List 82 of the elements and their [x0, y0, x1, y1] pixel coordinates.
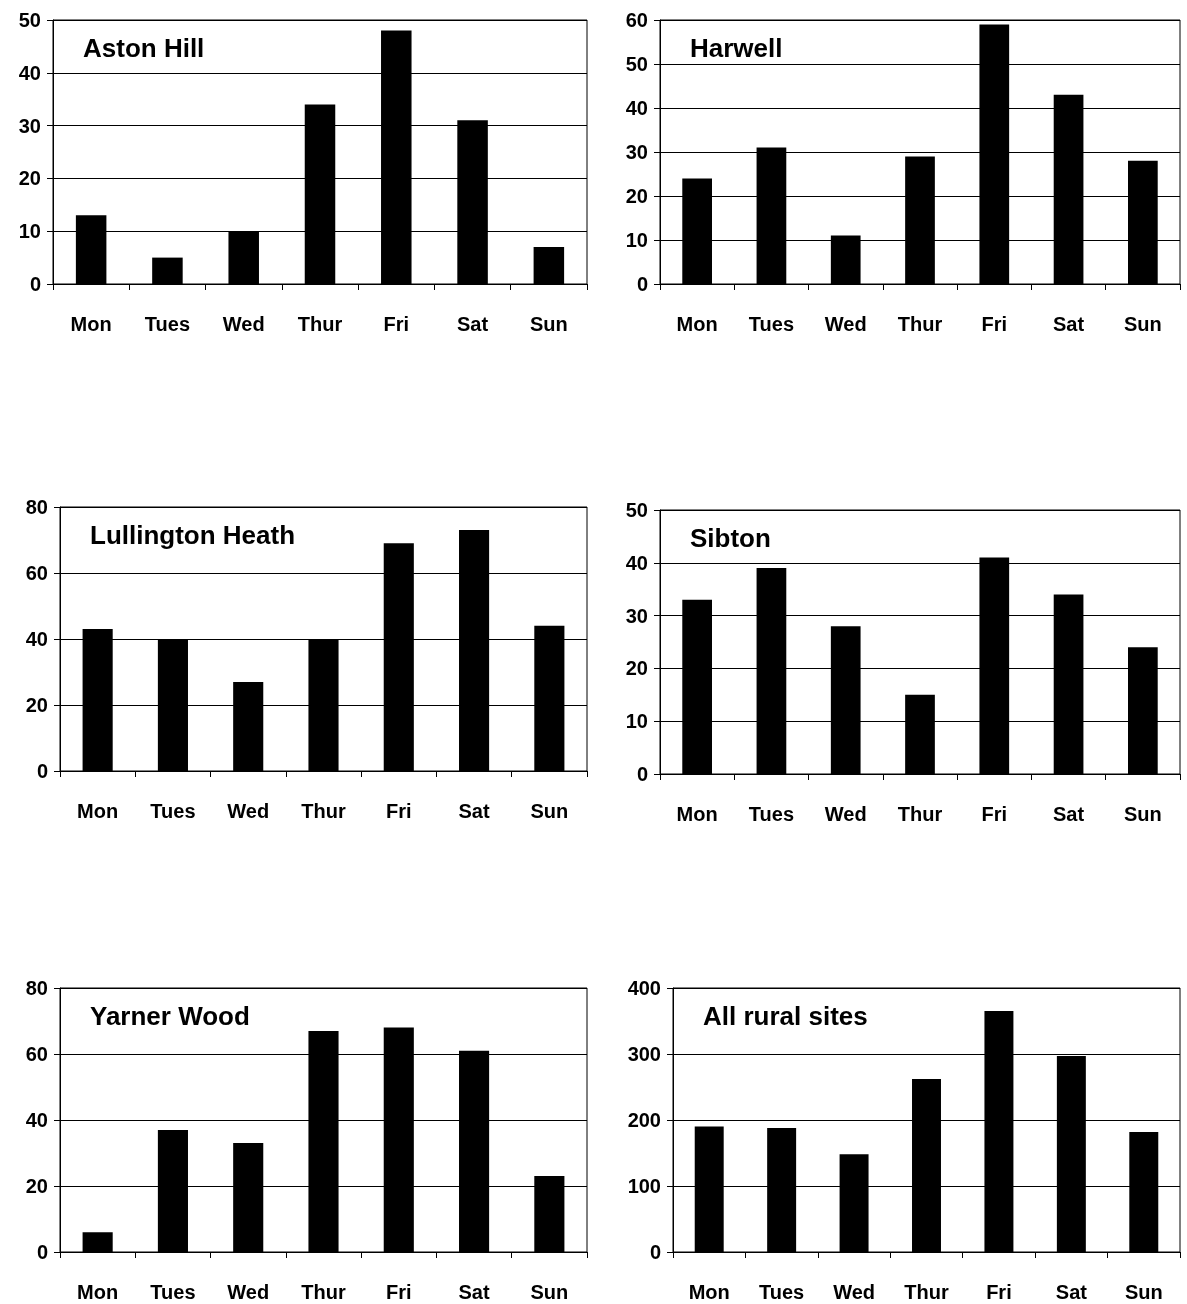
y-tick-label: 40 — [625, 551, 648, 574]
y-tick-label: 40 — [25, 628, 48, 650]
y-tick-label: 0 — [36, 1241, 48, 1263]
x-tick-label: Fri — [981, 313, 1008, 335]
y-tick-label: 30 — [18, 114, 41, 137]
x-tick-label: Sun — [1124, 1281, 1163, 1303]
x-tick-label: Wed — [833, 1281, 875, 1303]
y-tick-label: 40 — [625, 97, 648, 119]
x-tick-label: Mon — [676, 313, 718, 335]
x-tick-label: Tues — [759, 1281, 805, 1303]
x-tick-label: Thur — [297, 313, 343, 335]
text: Aston Hill — [83, 33, 205, 63]
y-tick-label: 10 — [625, 229, 648, 251]
x-tick-label: Sun — [529, 313, 568, 335]
text: All rural sites — [703, 1001, 868, 1031]
y-tick-label: 20 — [18, 167, 41, 190]
x-tick-label: Sat — [458, 1281, 490, 1303]
x-tick-label: Mon — [77, 800, 119, 822]
x-tick-label: Sat — [1055, 1281, 1088, 1303]
x-tick-label: Sat — [1053, 803, 1085, 825]
y-tick-label: 50 — [625, 499, 648, 521]
x-tick-label: Fri — [981, 803, 1008, 825]
x-tick-label: Mon — [676, 803, 718, 825]
x-tick-label: Tues — [150, 800, 196, 822]
y-tick-label: 10 — [625, 710, 648, 733]
y-tick-label: 80 — [25, 496, 48, 518]
y-tick-label: 50 — [625, 53, 648, 75]
text: Harwell — [690, 33, 783, 63]
y-tick-label: 0 — [636, 763, 648, 785]
y-tick-label: 20 — [25, 694, 48, 716]
y-tick-label: 0 — [649, 1241, 661, 1263]
x-tick-label: Sat — [458, 800, 490, 822]
y-tick-label: 0 — [36, 760, 48, 782]
y-tick-label: 40 — [18, 61, 41, 84]
y-tick-label: 200 — [627, 1109, 661, 1131]
x-tick-label: Wed — [227, 1281, 270, 1303]
y-tick-label: 80 — [25, 977, 48, 999]
x-tick-label: Fri — [383, 313, 410, 335]
x-tick-label: Sun — [530, 800, 569, 822]
x-tick-label: Thur — [301, 800, 346, 822]
x-tick-label: Tues — [748, 803, 795, 825]
x-tick-label: Sun — [530, 1281, 569, 1303]
x-tick-label: Tues — [144, 313, 191, 335]
y-tick-label: 100 — [627, 1175, 661, 1197]
y-tick-label: 10 — [18, 220, 41, 243]
x-tick-label: Wed — [222, 313, 265, 335]
y-tick-label: 0 — [636, 273, 648, 295]
text: Yarner Wood — [90, 1001, 250, 1031]
y-tick-label: 40 — [25, 1109, 48, 1131]
text: Lullington Heath — [90, 520, 296, 550]
y-tick-label: 30 — [625, 604, 648, 627]
y-tick-label: 30 — [625, 141, 648, 163]
x-tick-label: Tues — [150, 1281, 196, 1303]
x-tick-label: Thur — [301, 1281, 346, 1303]
x-tick-label: Mon — [688, 1281, 730, 1303]
x-tick-label: Tues — [748, 313, 795, 335]
y-tick-label: 60 — [25, 1043, 48, 1065]
x-tick-label: Wed — [824, 313, 867, 335]
y-tick-label: 20 — [625, 657, 648, 680]
y-tick-label: 0 — [29, 273, 41, 295]
y-tick-label: 50 — [18, 9, 41, 31]
x-tick-label: Sat — [1053, 313, 1085, 335]
x-tick-label: Fri — [986, 1281, 1012, 1303]
x-tick-label: Sat — [457, 313, 489, 335]
x-tick-label: Wed — [227, 800, 270, 822]
y-tick-label: 400 — [627, 977, 661, 999]
x-tick-label: Thur — [897, 803, 943, 825]
y-tick-label: 20 — [25, 1175, 48, 1197]
x-tick-label: Wed — [824, 803, 867, 825]
x-tick-label: Mon — [70, 313, 112, 335]
x-tick-label: Fri — [386, 1281, 412, 1303]
y-tick-label: 20 — [625, 185, 648, 207]
x-tick-label: Thur — [897, 313, 943, 335]
y-tick-label: 60 — [25, 562, 48, 584]
x-tick-label: Thur — [904, 1281, 949, 1303]
x-tick-label: Sun — [1123, 803, 1162, 825]
y-tick-label: 300 — [627, 1043, 661, 1065]
x-tick-label: Mon — [77, 1281, 119, 1303]
text: Sibton — [690, 523, 771, 553]
x-tick-label: Sun — [1123, 313, 1162, 335]
y-tick-label: 60 — [625, 9, 648, 31]
x-tick-label: Fri — [386, 800, 412, 822]
